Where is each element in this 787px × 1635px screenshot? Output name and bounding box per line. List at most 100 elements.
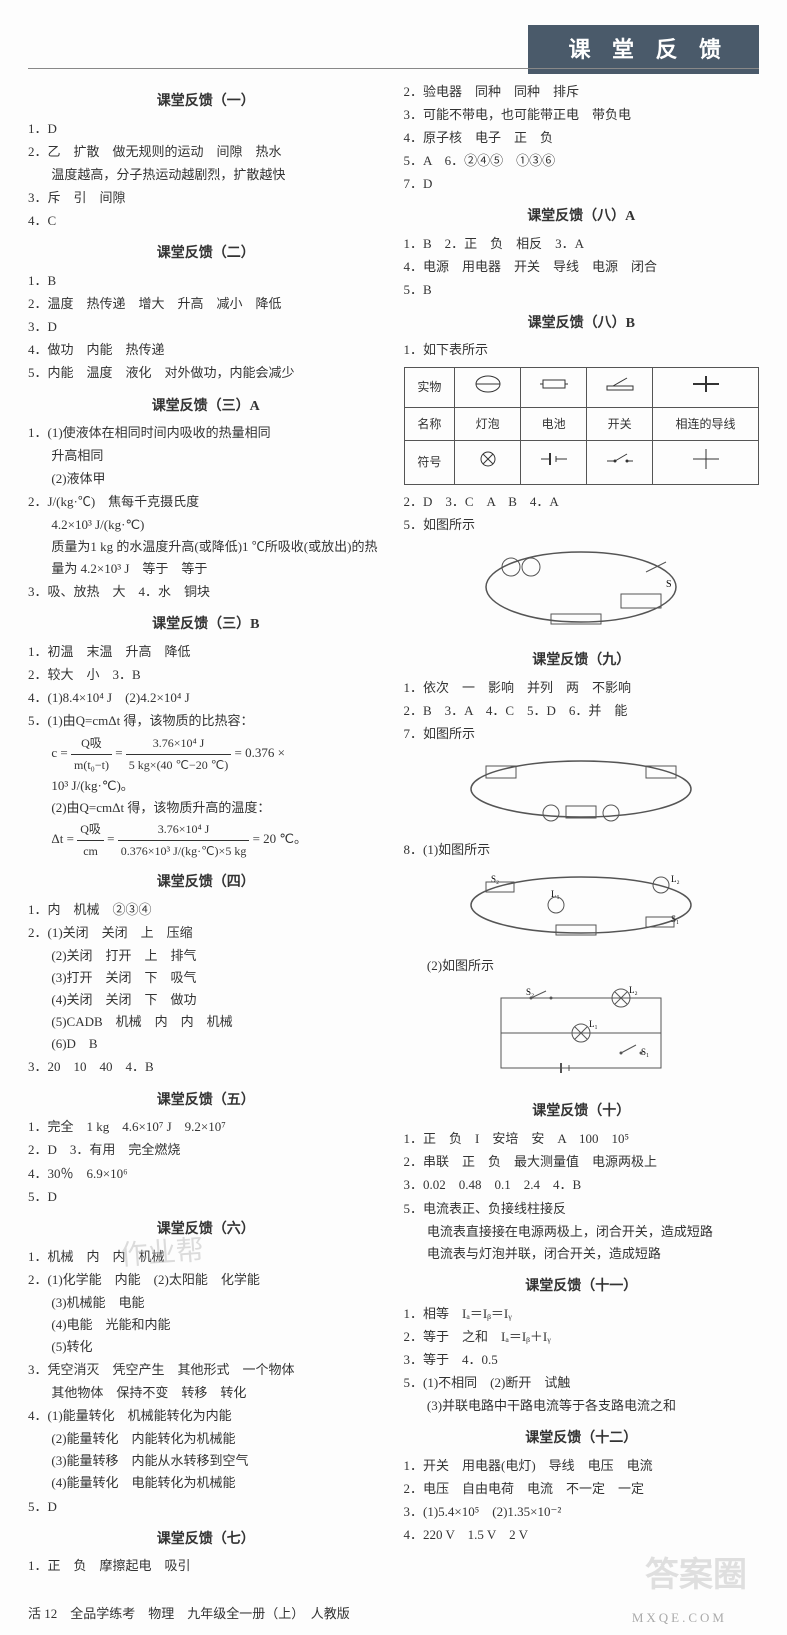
text-line: 2．电压 自由电荷 电流 不一定 一定 (404, 1478, 760, 1500)
text-line: (2)液体甲 (28, 468, 384, 490)
tab-cell: 灯泡 (455, 407, 521, 440)
text-line: 4．做功 内能 热传递 (28, 339, 384, 361)
tab-cell: 实物 (404, 368, 455, 407)
svg-text:S₁: S₁ (671, 914, 679, 924)
text-line: 2．J/(kg·℃) 焦每千克摄氏度 (28, 491, 384, 513)
text-line: 1．机械 内 内 机械 (28, 1246, 384, 1268)
text-line: 4.2×10³ J/(kg·℃) (28, 514, 384, 536)
right-column: 2．验电器 同种 同种 排斥 3．可能不带电，也可能带正电 带负电 4．原子核 … (404, 80, 760, 1579)
text-line: (6)D B (28, 1033, 384, 1055)
text-line: (2)关闭 打开 上 排气 (28, 945, 384, 967)
text-line: (4)关闭 关闭 下 做功 (28, 989, 384, 1011)
text-line: 3．凭空消灭 凭空产生 其他形式 一个物体 (28, 1359, 384, 1381)
text-line: 5．如图所示 (404, 514, 760, 536)
page-body: 课堂反馈（一） 1．D 2．乙 扩散 做无规则的运动 间隙 热水 温度越高，分子… (0, 0, 787, 1599)
header-rule (28, 68, 759, 69)
tab-cell: 电池 (521, 407, 587, 440)
tab-cell-switch-symbol (587, 441, 653, 484)
text-line: 4．C (28, 210, 384, 232)
formula-line: Δt = Q吸cm = 3.76×10⁴ J0.376×10³ J/(kg·℃)… (28, 819, 384, 861)
text-line: 3．0.02 0.48 0.1 2.4 4．B (404, 1174, 760, 1196)
sec-1-title: 课堂反馈（一） (28, 90, 384, 114)
text-line: (3)并联电路中干路电流等于各支路电流之和 (404, 1395, 760, 1417)
tab-cell-wire-icon (653, 368, 759, 407)
text-line: 电流表与灯泡并联，闭合开关，造成短路 (404, 1243, 760, 1265)
text-line: 5．(1)由Q=cmΔt 得，该物质的比热容： (28, 710, 384, 732)
text-line: 1．初温 末温 升高 降低 (28, 641, 384, 663)
tab-cell-bulb-icon (455, 368, 521, 407)
text-line: 5．A 6．②④⑤ ①③⑥ (404, 150, 760, 172)
text-line: 8．(1)如图所示 (404, 839, 760, 861)
watermark-2: 答案圈 (645, 1547, 747, 1605)
text-line: 升高相同 (28, 445, 384, 467)
text-line: 1．如下表所示 (404, 339, 760, 361)
text-line: (5)CADB 机械 内 内 机械 (28, 1011, 384, 1033)
text-line: 5．B (404, 279, 760, 301)
text-line: (2)如图所示 (404, 955, 760, 977)
text-line: 2．(1)关闭 关闭 上 压缩 (28, 922, 384, 944)
text-line: 5．内能 温度 液化 对外做功，内能会减少 (28, 362, 384, 384)
text-line: 3．D (28, 316, 384, 338)
sec-12-title: 课堂反馈（十二） (404, 1427, 760, 1451)
sec-3b-title: 课堂反馈（三）B (28, 613, 384, 637)
text-line: 质量为1 kg 的水温度升高(或降低)1 ℃所吸收(或放出)的热量为 4.2×1… (28, 536, 384, 580)
text-line: 7．如图所示 (404, 723, 760, 745)
text-line: 电流表直接接在电源两极上，闭合开关，造成短路 (404, 1221, 760, 1243)
text-line: 1．正 负 摩擦起电 吸引 (28, 1555, 384, 1577)
sec-2-title: 课堂反馈（二） (28, 242, 384, 266)
text-line: 4．电源 用电器 开关 导线 电源 闭合 (404, 256, 760, 278)
text-line: 2．温度 热传递 增大 升高 减小 降低 (28, 293, 384, 315)
tab-cell-wire-symbol (653, 441, 759, 484)
formula-line: c = Q吸m(t₀−t) = 3.76×10⁴ J5 kg×(40 ℃−20 … (28, 733, 384, 775)
text-line: 2．等于 之和 Iₐ＝Iᵦ＋Iᵧ (404, 1326, 760, 1348)
text-line: 4．30％ 6.9×10⁶ (28, 1163, 384, 1185)
sec-9-title: 课堂反馈（九） (404, 649, 760, 673)
text-line: 2．验电器 同种 同种 排斥 (404, 81, 760, 103)
circuit-diagram-4: L₂ L₁ S₂ S₁ (404, 983, 760, 1090)
text-line: 5．(1)不相同 (2)断开 试触 (404, 1372, 760, 1394)
svg-text:L₁: L₁ (589, 1019, 598, 1029)
svg-text:L₂: L₂ (671, 874, 680, 884)
svg-text:S₁: S₁ (641, 1047, 649, 1057)
text-line: 1．内 机械 ②③④ (28, 899, 384, 921)
text-line: 3．等于 4．0.5 (404, 1349, 760, 1371)
sec-10-title: 课堂反馈（十） (404, 1100, 760, 1124)
tab-cell: 相连的导线 (653, 407, 759, 440)
text-line: (2)由Q=cmΔt 得，该物质升高的温度： (28, 797, 384, 819)
text-line: (3)机械能 电能 (28, 1292, 384, 1314)
text-line: 1．完全 1 kg 4.6×10⁷ J 9.2×10⁷ (28, 1116, 384, 1138)
sec-8b-title: 课堂反馈（八）B (404, 312, 760, 336)
sec-4-title: 课堂反馈（四） (28, 871, 384, 895)
sec-7-title: 课堂反馈（七） (28, 1528, 384, 1552)
text-line: 3．斥 引 间隙 (28, 187, 384, 209)
text-line: 其他物体 保持不变 转移 转化 (28, 1382, 384, 1404)
tab-cell-switch-icon (587, 368, 653, 407)
tab-cell: 符号 (404, 441, 455, 484)
text-line: 5．D (28, 1186, 384, 1208)
text-line: 3．可能不带电，也可能带正电 带负电 (404, 104, 760, 126)
svg-text:S₂: S₂ (526, 987, 534, 997)
text-line: 3．(1)5.4×10⁵ (2)1.35×10⁻² (404, 1501, 760, 1523)
text-line: (5)转化 (28, 1336, 384, 1358)
text-line: (4)电能 光能和内能 (28, 1314, 384, 1336)
header-banner: 课 堂 反 馈 (528, 25, 759, 74)
text-line: 1．D (28, 118, 384, 140)
text-line: 4．原子核 电子 正 负 (404, 127, 760, 149)
circuit-diagram-3: S₂ L₂ L₁ S₁ (404, 867, 760, 949)
text-line: 4．(1)8.4×10⁴ J (2)4.2×10⁴ J (28, 687, 384, 709)
text-line: 1．B 2．正 负 相反 3．A (404, 233, 760, 255)
text-line: 4．(1)能量转化 机械能转化为内能 (28, 1405, 384, 1427)
text-line: 10³ J/(kg·℃)。 (28, 775, 384, 797)
left-column: 课堂反馈（一） 1．D 2．乙 扩散 做无规则的运动 间隙 热水 温度越高，分子… (28, 80, 384, 1579)
watermark-1: 作业帮 (118, 1227, 205, 1280)
sec-11-title: 课堂反馈（十一） (404, 1275, 760, 1299)
text-line: (4)能量转化 电能转化为机械能 (28, 1472, 384, 1494)
text-line: 3．20 10 40 4．B (28, 1056, 384, 1078)
text-line: 1．相等 Iₐ＝Iᵦ＝Iᵧ (404, 1303, 760, 1325)
text-line: 1．正 负 I 安培 安 A 100 10⁵ (404, 1128, 760, 1150)
sec-5-title: 课堂反馈（五） (28, 1089, 384, 1113)
text-line: 7．D (404, 173, 760, 195)
text-line: 1．(1)使液体在相同时间内吸收的热量相同 (28, 422, 384, 444)
text-line: 1．B (28, 270, 384, 292)
text-line: 1．依次 一 影响 并列 两 不影响 (404, 677, 760, 699)
